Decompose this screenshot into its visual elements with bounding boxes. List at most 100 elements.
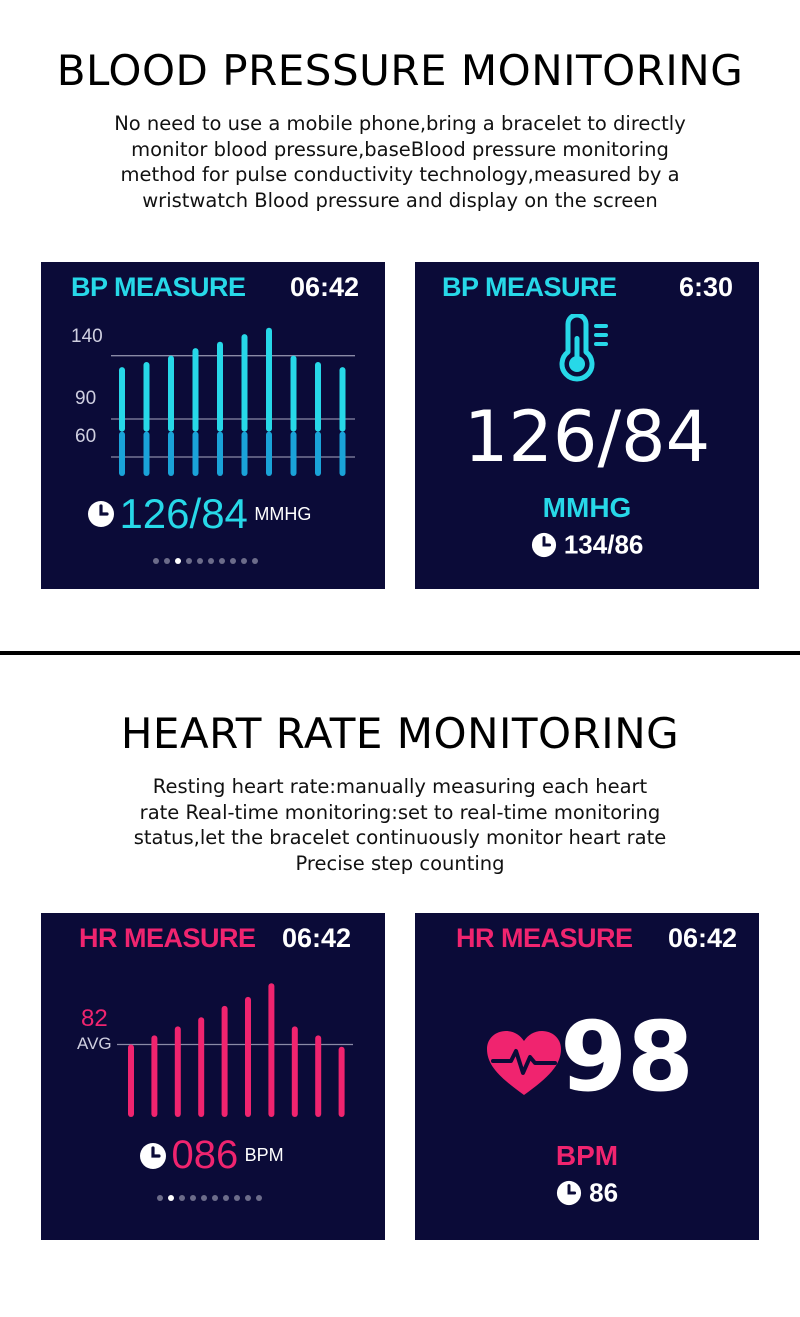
hr-value-screen: HR MEASURE 06:42 98 BPM 86	[415, 913, 759, 1240]
hr-description-line: Resting heart rate:manually measuring ea…	[152, 775, 648, 798]
page-dot[interactable]	[219, 558, 225, 564]
page-dot[interactable]	[256, 1195, 262, 1201]
page-dot[interactable]	[190, 1195, 196, 1201]
bp-diastolic-bar	[241, 431, 248, 476]
heart-pulse-icon	[487, 1031, 561, 1095]
bp-previous-value: 134/86	[563, 529, 644, 560]
hr-description-line: Precise step counting	[295, 851, 505, 875]
bp-systolic-bar	[168, 355, 174, 432]
bp-value-screen-title: BP MEASURE	[442, 272, 617, 302]
bp-heading: BLOOD PRESSURE MONITORING	[56, 46, 744, 95]
hr-screen-title: HR MEASURE	[79, 923, 256, 953]
bp-systolic-bar	[315, 362, 321, 432]
bp-diastolic-bar	[168, 431, 174, 476]
hr-heading: HEART RATE MONITORING	[120, 709, 680, 758]
bp-big-unit: MMHG	[542, 492, 632, 523]
page-dot[interactable]	[164, 558, 170, 564]
hr-reading: 086 BPM	[139, 1133, 284, 1178]
page-dot[interactable]	[175, 558, 181, 564]
hr-bar	[245, 996, 251, 1117]
bp-y-label-60: 60	[75, 426, 97, 447]
hr-bar	[315, 1035, 322, 1117]
clock-icon	[88, 501, 114, 527]
hr-description-line: rate Real-time monitoring:set to real-ti…	[139, 800, 661, 824]
hr-bar	[291, 1026, 298, 1117]
hr-value-screen-title: HR MEASURE	[456, 923, 633, 953]
page-dot[interactable]	[234, 1195, 240, 1201]
bp-reading: 126/84 MMHG	[87, 490, 311, 538]
hr-bar	[221, 1005, 228, 1117]
bp-diastolic-bar	[339, 431, 346, 476]
bp-description-line: method for pulse conductivity technology…	[120, 163, 680, 186]
hr-bar	[338, 1046, 345, 1117]
bp-reading-value: 126/84	[119, 490, 248, 537]
bp-systolic-bar	[217, 341, 223, 432]
hr-bar-chart	[117, 983, 353, 1117]
hr-bar	[128, 1044, 134, 1117]
page-dot[interactable]	[252, 558, 258, 564]
hr-description: Resting heart rate:manually measuring ea…	[80, 774, 720, 876]
page-dot[interactable]	[230, 558, 236, 564]
bp-y-label-140: 140	[71, 326, 103, 347]
thermometer-icon	[559, 314, 608, 382]
bp-systolic-bar	[241, 334, 248, 432]
hr-value-screen-time: 06:42	[667, 923, 737, 953]
page-dot[interactable]	[168, 1195, 174, 1201]
bp-diastolic-bar	[266, 431, 272, 476]
page-dot[interactable]	[153, 558, 159, 564]
bp-description: No need to use a mobile phone,bring a br…	[80, 111, 720, 213]
page-dot[interactable]	[201, 1195, 207, 1201]
hr-description-line: status,let the bracelet continuously mon…	[133, 826, 667, 849]
hr-chart-screen: HR MEASURE 06:42 82 AVG 086 BPM	[41, 913, 385, 1240]
page-dot[interactable]	[179, 1195, 185, 1201]
hr-reading-value: 086	[171, 1133, 239, 1177]
hr-bar	[174, 1026, 181, 1117]
bp-y-label-90: 90	[75, 388, 97, 409]
bp-description-line: No need to use a mobile phone,bring a br…	[114, 112, 686, 135]
bp-value-screen: BP MEASURE 6:30 126/84 MMHG 134/86	[415, 262, 759, 589]
hr-reading-unit: BPM	[244, 1145, 284, 1165]
bp-systolic-bar	[266, 327, 272, 432]
hr-previous-value: 86	[589, 1177, 619, 1208]
page-dot[interactable]	[245, 1195, 251, 1201]
bp-diastolic-bar	[143, 431, 150, 476]
bp-systolic-bar	[339, 367, 346, 432]
hr-previous-reading: 86	[415, 1176, 759, 1209]
hr-bar	[151, 1035, 158, 1117]
bp-description-line: wristwatch Blood pressure and display on…	[142, 188, 658, 212]
hr-screen-time: 06:42	[281, 923, 351, 953]
bp-diastolic-bar	[217, 431, 223, 476]
bp-big-value: 126/84	[463, 396, 711, 478]
page-dot[interactable]	[241, 558, 247, 564]
page-dot[interactable]	[212, 1195, 218, 1201]
page-dot[interactable]	[186, 558, 192, 564]
bp-systolic-bar	[290, 355, 297, 432]
bp-systolic-bar	[119, 367, 125, 432]
bp-page-indicator[interactable]	[153, 558, 258, 564]
clock-icon	[556, 1181, 581, 1206]
bp-screen-title: BP MEASURE	[71, 272, 246, 302]
bp-diastolic-bar	[290, 431, 297, 476]
clock-icon	[531, 533, 556, 558]
page-dot[interactable]	[197, 558, 203, 564]
page-dot[interactable]	[223, 1195, 229, 1201]
bp-value-screen-time: 6:30	[678, 272, 733, 302]
hr-big-unit: BPM	[555, 1140, 619, 1171]
bp-previous-reading: 134/86	[415, 528, 759, 561]
hr-avg-label: AVG	[77, 1034, 112, 1053]
hr-bar	[198, 1017, 205, 1117]
bp-diastolic-bar	[315, 431, 321, 476]
section-divider	[0, 651, 800, 655]
bp-chart-screen: BP MEASURE 06:42 140 90 60 126/84 MMHG	[41, 262, 385, 589]
bp-reading-unit: MMHG	[254, 503, 312, 524]
hr-avg-value: 82	[81, 1005, 108, 1032]
bp-systolic-bar	[192, 348, 199, 432]
bp-screen-time: 06:42	[289, 272, 359, 302]
page-dot[interactable]	[208, 558, 214, 564]
bp-diastolic-bar	[119, 431, 125, 476]
page-dot[interactable]	[157, 1195, 163, 1201]
clock-icon	[140, 1142, 166, 1169]
bp-description-line: monitor blood pressure,baseBlood pressur…	[131, 137, 669, 161]
hr-page-indicator[interactable]	[157, 1195, 262, 1201]
bp-systolic-bar	[143, 362, 150, 432]
